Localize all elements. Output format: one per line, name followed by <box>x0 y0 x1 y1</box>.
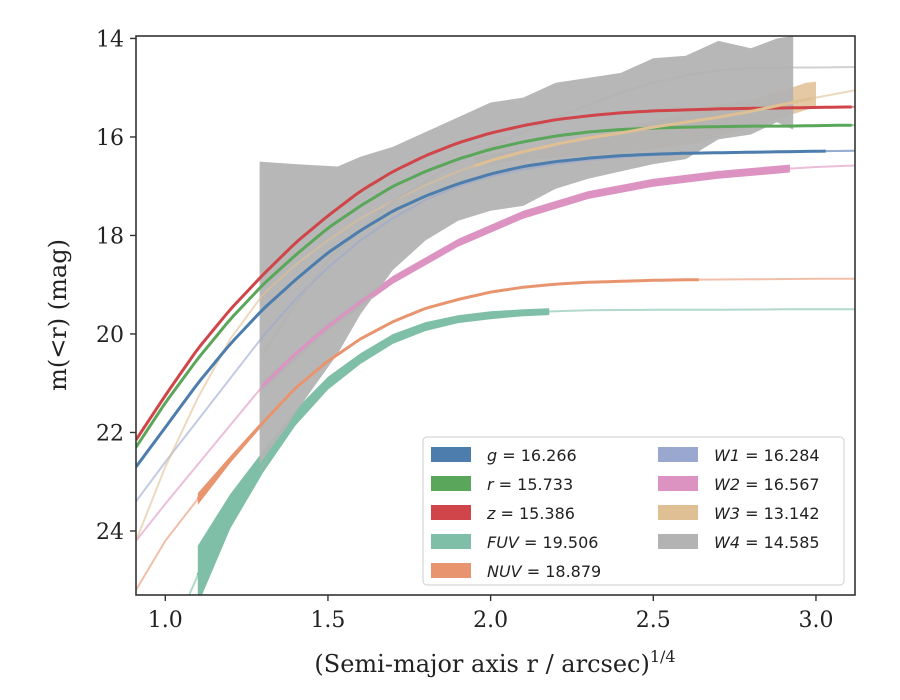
legend-swatch <box>431 534 471 549</box>
measured-curve-z <box>136 105 852 441</box>
legend-swatch <box>431 447 471 462</box>
legend-item-z: z = 15.386 <box>431 504 575 523</box>
legend-item-r: r = 15.733 <box>431 475 573 494</box>
legend-label: W3 = 13.142 <box>714 504 820 523</box>
legend-swatch <box>658 534 698 549</box>
legend-label: NUV = 18.879 <box>487 562 601 581</box>
x-tick-label: 3.0 <box>798 608 833 633</box>
x-tick-label: 1.5 <box>310 608 345 633</box>
y-tick-label: 16 <box>96 126 124 151</box>
legend-item-w1: W1 = 16.284 <box>658 446 820 465</box>
measured-curve-w2 <box>261 167 790 387</box>
x-axis-title: (Semi-major axis r / arcsec)1/4 <box>314 647 675 678</box>
x-tick-label: 1.0 <box>148 608 183 633</box>
y-tick-label: 18 <box>96 224 124 249</box>
legend-swatch <box>431 505 471 520</box>
legend-item-w2: W2 = 16.567 <box>658 475 820 494</box>
plot-area <box>136 36 855 595</box>
y-tick-label: 22 <box>96 421 124 446</box>
x-tick-label: 2.5 <box>636 608 671 633</box>
legend-item-w3: W3 = 13.142 <box>658 504 820 523</box>
y-axis-title: m(<r) (mag) <box>44 239 72 391</box>
measured-curve-r <box>136 123 852 449</box>
plot-frame <box>135 35 856 596</box>
legend-swatch <box>658 505 698 520</box>
legend-swatch <box>431 476 471 491</box>
x-tick-label: 2.0 <box>473 608 508 633</box>
legend-label: FUV = 19.506 <box>487 533 598 552</box>
y-axis: 14 16 18 20 22 24 <box>96 27 136 545</box>
x-axis: 1.0 1.5 2.0 2.5 3.0 <box>148 595 833 633</box>
y-tick-label: 24 <box>96 520 124 545</box>
legend-label: W2 = 16.567 <box>714 475 820 494</box>
legend-item-nuv: NUV = 18.879 <box>431 562 601 581</box>
legend-box <box>422 436 845 586</box>
legend-label: z = 15.386 <box>486 504 575 523</box>
measured-curve-g <box>136 149 826 468</box>
legend-label: g = 16.266 <box>487 446 577 465</box>
legend-label: W4 = 14.585 <box>714 533 820 552</box>
y-tick-label: 20 <box>96 323 124 348</box>
measured-curve-fuv <box>196 310 550 576</box>
x-axis-exponent: 1/4 <box>650 647 676 666</box>
legend-swatch <box>431 563 471 578</box>
legend-item-g: g = 16.266 <box>431 446 577 465</box>
measured-curve-w3 <box>473 96 813 168</box>
band-w4 <box>259 36 794 472</box>
legend-swatch <box>658 447 698 462</box>
legend-swatch <box>658 476 698 491</box>
legend-item-fuv: FUV = 19.506 <box>431 533 598 552</box>
legend-label: r = 15.733 <box>487 475 573 494</box>
uncertainty-bands <box>197 36 816 595</box>
y-tick-label: 14 <box>96 27 124 52</box>
legend-item-w4: W4 = 14.585 <box>658 533 820 552</box>
legend-label: W1 = 16.284 <box>714 446 820 465</box>
legend: g = 16.266 r = 15.733 z = 15.386 FUV = 19.5… <box>422 436 845 586</box>
profile-curves <box>136 66 855 595</box>
measured-curve-nuv <box>196 278 699 500</box>
